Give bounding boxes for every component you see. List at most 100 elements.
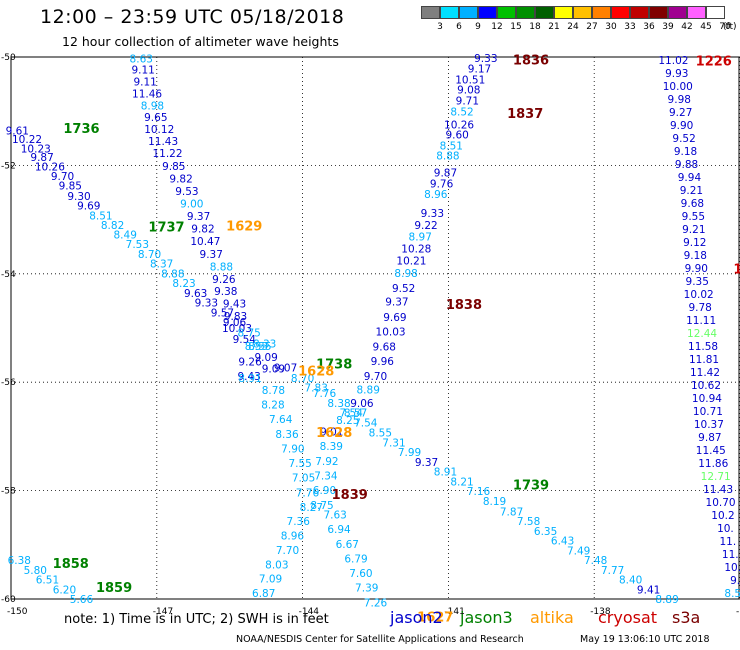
wave-height-value: 7.53 — [126, 239, 149, 251]
wave-height-value: 8.28 — [261, 400, 284, 412]
wave-height-value: 12.44 — [687, 328, 717, 340]
wave-height-value: 7.34 — [314, 471, 338, 483]
wave-height-value: 9.26 — [212, 274, 236, 286]
y-tick-label: -58 — [1, 487, 16, 497]
wave-height-value: 9.78 — [688, 302, 711, 314]
wave-height-value: 8.37 — [150, 259, 173, 271]
wave-height-value: 9.85 — [59, 181, 82, 193]
wave-height-value: 9.87 — [30, 152, 53, 164]
pass-time-label: 1736 — [63, 122, 99, 137]
wave-height-value: 8.55 — [248, 341, 271, 353]
wave-height-value: 9. — [730, 575, 740, 587]
wave-height-value: 9.85 — [162, 161, 185, 173]
legend-altika: altika — [530, 608, 574, 627]
color-scale-label: 6 — [456, 22, 462, 32]
color-scale-label: 12 — [491, 22, 503, 32]
wave-height-value: 9.41 — [637, 584, 660, 596]
wave-height-value: 10. — [724, 562, 740, 574]
wave-height-value: 8.91 — [434, 467, 457, 479]
wave-height-value: 9.21 — [682, 224, 705, 236]
wave-height-value: 8.63 — [130, 54, 153, 66]
wave-height-value: 8.82 — [101, 220, 124, 232]
wave-height-value: 9.01 — [320, 427, 343, 439]
color-swatch — [630, 6, 649, 19]
wave-height-value: 8.33 — [253, 338, 276, 350]
wave-height-value: 10. — [717, 523, 734, 535]
generated-timestamp: May 19 13:06:10 UTC 2018 — [580, 634, 710, 645]
wave-height-value: 11.43 — [148, 136, 178, 148]
legend-jason3: jason3 — [460, 608, 513, 627]
wave-height-value: 10.03 — [222, 323, 252, 335]
wave-height-value: 8.40 — [619, 575, 642, 587]
wave-height-value: 9.09 — [262, 364, 285, 376]
wave-height-value: 9.33 — [421, 208, 444, 220]
wave-height-value: 8.70 — [291, 373, 314, 385]
color-scale-unit: (ft) — [723, 22, 737, 32]
y-tick-label: -52 — [1, 161, 16, 171]
wave-height-value: 8.78 — [262, 385, 285, 397]
wave-height-value: 7.05 — [292, 473, 315, 485]
color-scale-label: 42 — [681, 22, 693, 32]
wave-height-value: 9.55 — [682, 211, 705, 223]
wave-height-value: 9.71 — [456, 95, 479, 107]
pass-time-label: 1858 — [53, 557, 89, 572]
wave-height-value: 10.23 — [21, 144, 51, 156]
wave-height-value: 7.64 — [269, 414, 293, 426]
color-swatch — [649, 6, 668, 19]
wave-height-value: 7.09 — [259, 573, 282, 585]
wave-height-value: 8.25 — [336, 415, 359, 427]
wave-height-value: 7.48 — [584, 555, 607, 567]
wave-height-value: 9.18 — [674, 146, 697, 158]
color-swatch — [706, 6, 725, 19]
wave-height-value: 9.37 — [415, 457, 438, 469]
wave-height-value: 9.37 — [385, 297, 408, 309]
wave-height-value: 9.90 — [670, 120, 693, 132]
color-scale-label: 45 — [700, 22, 712, 32]
wave-height-value: 9.70 — [51, 171, 74, 183]
wave-height-value: 7.76 — [296, 487, 320, 499]
wave-height-value: 10.71 — [693, 406, 723, 418]
wave-height-value: 10.26 — [444, 119, 474, 131]
wave-height-value: 10.22 — [12, 134, 42, 146]
wave-height-value: 9.30 — [67, 191, 90, 203]
color-swatch — [592, 6, 611, 19]
wave-height-value: 9.90 — [685, 263, 708, 275]
pass-time-label: 1738 — [316, 357, 352, 372]
color-scale-label: 70 — [719, 22, 731, 32]
x-tick-label: -144 — [299, 607, 320, 617]
wave-height-value: 10.94 — [692, 393, 722, 405]
wave-height-value: 8.21 — [450, 476, 473, 488]
color-swatch — [535, 6, 554, 19]
wave-height-value: 9.82 — [169, 173, 192, 185]
wave-height-value: 10.03 — [376, 326, 406, 338]
wave-height-value: 7.83 — [305, 383, 328, 395]
wave-height-value: 11.45 — [696, 445, 726, 457]
wave-height-value: 7.92 — [315, 456, 338, 468]
wave-height-value: 9.33 — [474, 53, 497, 65]
credit-line: NOAA/NESDIS Center for Satellite Applica… — [236, 634, 524, 645]
wave-height-value: 9.38 — [214, 286, 237, 298]
wave-height-value: 10.37 — [694, 419, 724, 431]
color-swatch — [554, 6, 573, 19]
wave-height-value: 6.67 — [336, 539, 359, 551]
wave-height-value: 9.60 — [445, 130, 468, 142]
wave-height-value: 7.55 — [288, 458, 311, 470]
wave-height-value: 9.54 — [233, 334, 257, 346]
color-scale-label: 9 — [475, 22, 481, 32]
color-scale-label: 33 — [624, 22, 636, 32]
wave-height-value: 7.87 — [500, 506, 523, 518]
wave-height-value: 7.36 — [287, 516, 311, 528]
wave-height-value: 9.83 — [224, 311, 247, 323]
color-swatch — [459, 6, 478, 19]
wave-height-value: 9.06 — [223, 317, 247, 329]
color-swatch — [687, 6, 706, 19]
wave-height-value: 7.76 — [313, 388, 337, 400]
wave-height-value: 11.43 — [703, 484, 733, 496]
wave-height-value: 8.27 — [300, 502, 323, 514]
wave-height-value: 9.43 — [223, 299, 246, 311]
wave-height-value: 8.75 — [310, 500, 333, 512]
wave-height-value: 6.38 — [8, 555, 31, 567]
wave-height-value: 8.96 — [424, 189, 448, 201]
pass-time-label: 1627 — [417, 610, 453, 625]
wave-height-value: 8.98 — [141, 100, 164, 112]
